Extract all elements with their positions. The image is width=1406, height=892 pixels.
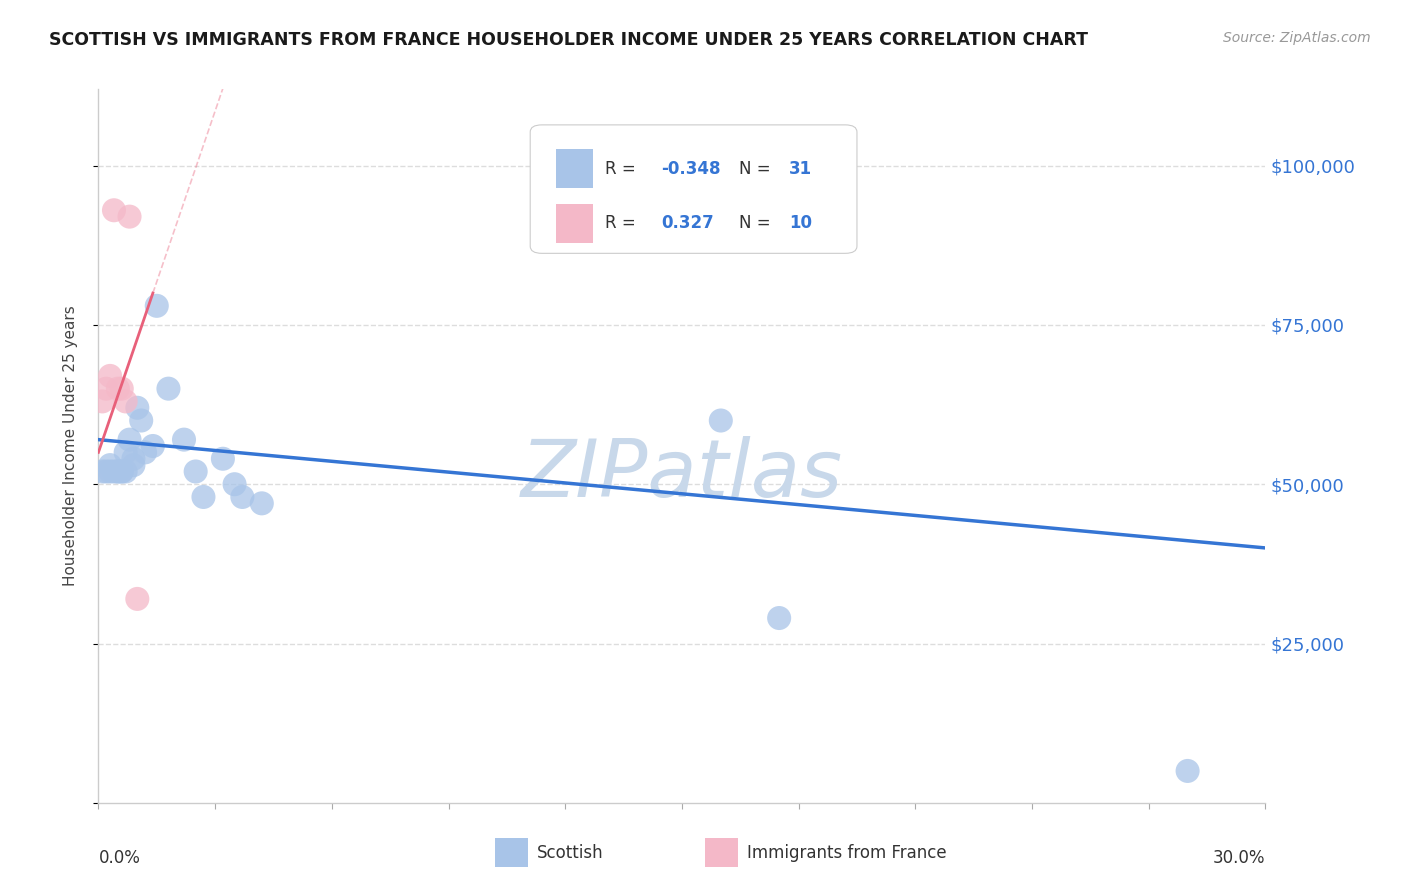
- Point: [111, 465, 134, 479]
- Point: [111, 382, 134, 396]
- Point: [224, 477, 246, 491]
- Text: SCOTTISH VS IMMIGRANTS FROM FRANCE HOUSEHOLDER INCOME UNDER 25 YEARS CORRELATION: SCOTTISH VS IMMIGRANTS FROM FRANCE HOUSE…: [49, 31, 1088, 49]
- Point: [231, 490, 253, 504]
- Point: [129, 413, 152, 427]
- Point: [96, 465, 118, 479]
- Point: [134, 445, 156, 459]
- Text: Source: ZipAtlas.com: Source: ZipAtlas.com: [1223, 31, 1371, 45]
- Point: [107, 465, 129, 479]
- Text: R =: R =: [605, 214, 647, 232]
- Point: [103, 465, 125, 479]
- Text: N =: N =: [740, 214, 776, 232]
- FancyBboxPatch shape: [530, 125, 858, 253]
- Text: R =: R =: [605, 160, 641, 178]
- Text: -0.348: -0.348: [661, 160, 720, 178]
- Point: [91, 394, 114, 409]
- Point: [98, 458, 121, 472]
- Point: [114, 394, 136, 409]
- Point: [96, 382, 118, 396]
- Point: [710, 413, 733, 427]
- Text: N =: N =: [740, 160, 776, 178]
- Point: [157, 382, 180, 396]
- Point: [142, 439, 165, 453]
- Point: [103, 203, 125, 218]
- Bar: [706, 838, 738, 867]
- Point: [1177, 764, 1199, 778]
- Point: [114, 445, 136, 459]
- Point: [122, 451, 145, 466]
- Point: [107, 465, 129, 479]
- Text: 10: 10: [789, 214, 813, 232]
- Point: [122, 458, 145, 472]
- Point: [184, 465, 207, 479]
- Point: [250, 496, 273, 510]
- Point: [118, 210, 141, 224]
- Y-axis label: Householder Income Under 25 years: Householder Income Under 25 years: [63, 306, 77, 586]
- Point: [768, 611, 790, 625]
- Point: [146, 299, 169, 313]
- Point: [98, 465, 121, 479]
- Point: [212, 451, 235, 466]
- Point: [107, 382, 129, 396]
- Text: ZIPatlas: ZIPatlas: [520, 435, 844, 514]
- Point: [127, 401, 149, 415]
- Point: [173, 433, 195, 447]
- Point: [118, 433, 141, 447]
- Text: Immigrants from France: Immigrants from France: [747, 844, 946, 862]
- Text: 0.0%: 0.0%: [98, 849, 141, 867]
- Text: 0.327: 0.327: [661, 214, 714, 232]
- Text: Scottish: Scottish: [537, 844, 603, 862]
- Point: [98, 368, 121, 383]
- Point: [111, 465, 134, 479]
- Point: [114, 465, 136, 479]
- Text: 30.0%: 30.0%: [1213, 849, 1265, 867]
- Point: [193, 490, 215, 504]
- Bar: [555, 149, 593, 188]
- Text: 31: 31: [789, 160, 813, 178]
- Bar: [555, 203, 593, 243]
- Bar: [495, 838, 527, 867]
- Point: [127, 591, 149, 606]
- Point: [91, 465, 114, 479]
